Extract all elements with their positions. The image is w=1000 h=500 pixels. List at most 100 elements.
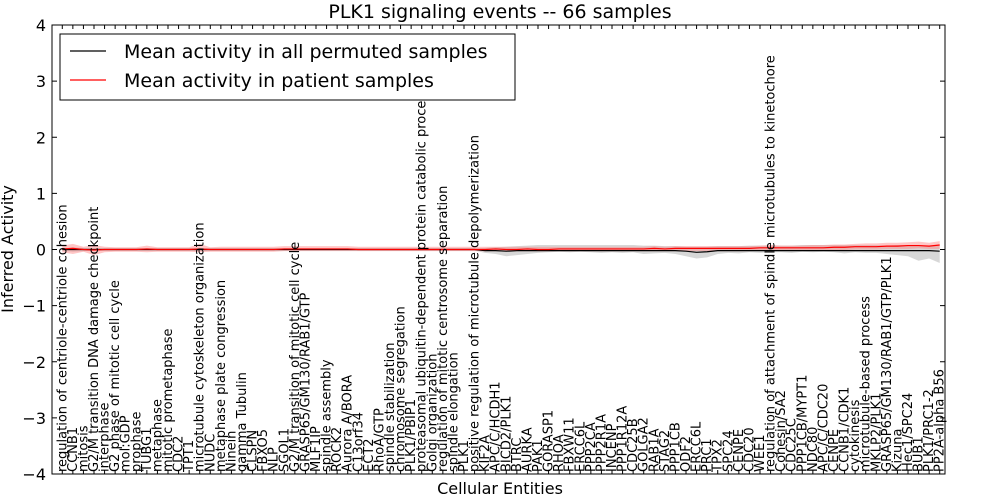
entity-label: CDC25B <box>626 418 641 472</box>
entity-label: ROCK2 <box>330 427 345 472</box>
entity-labels: regulation of centriole-centriole cohesi… <box>55 55 947 473</box>
entity-label: Kizuna <box>890 429 905 472</box>
entity-label: PPP1CB/MYPT1 <box>795 375 810 472</box>
entity-label: spindle stabilization <box>383 343 398 473</box>
entity-label: NUDC <box>203 434 218 472</box>
series-line-patient <box>62 244 940 251</box>
axes: −4 −3 −2 −1 0 1 2 3 4 <box>22 16 946 484</box>
entity-label: microtubule-based process <box>859 296 874 472</box>
entity-label: metaphase plate congression <box>214 280 229 472</box>
entity-label: ECT2 <box>362 438 377 472</box>
entity-label: NLP <box>267 447 282 472</box>
entity-label: SGOL1 <box>277 428 292 472</box>
entity-label: GRASP65/GM130/RAB1/GTP/PLK1 <box>880 256 895 472</box>
entity-label: PP2A-alpha B56 <box>933 369 948 472</box>
entity-label: interphase <box>98 402 113 472</box>
entity-label: regulation of mitotic centrosome separat… <box>436 186 451 472</box>
entity-label: APC/C/CDC20 <box>816 384 831 472</box>
entity-label: INCENP <box>605 423 620 472</box>
entity-label: regulation of centriole-centriole cohesi… <box>55 204 70 472</box>
entity-label: microtubule cytoskeleton organization <box>193 222 208 472</box>
entity-label: PAK1 <box>531 439 546 472</box>
entity-label: chromosome segregation <box>394 306 409 472</box>
entity-label: CCNB1/CDK1 <box>838 387 853 472</box>
y-axis-label: Inferred Activity <box>0 185 17 313</box>
band-patient <box>62 241 940 256</box>
entity-label: mitosis <box>76 425 91 472</box>
entity-label: CDC20 <box>742 427 757 472</box>
legend: Mean activity in all permuted samples Me… <box>59 33 516 101</box>
entity-label: G2/M transition of mitotic cell cycle <box>288 242 303 472</box>
entity-label: RHOA <box>552 434 567 472</box>
entity-label: PLK1 <box>457 440 472 472</box>
entity-label: PPP2R1A <box>594 414 609 472</box>
entity-label: NDC80 <box>806 427 821 472</box>
y-tick-label: 1 <box>36 184 46 203</box>
y-tick-label: 2 <box>36 128 46 147</box>
entity-label: MKLP2/PLK1 <box>869 393 884 472</box>
entity-label: WEE1 <box>753 434 768 472</box>
entity-label: G2 phase of mitotic cell cycle <box>108 280 123 472</box>
series-lines <box>62 244 940 253</box>
entity-label: spindle assembly <box>320 359 335 472</box>
y-tick-label: 4 <box>36 16 46 35</box>
legend-box <box>59 33 516 101</box>
entity-label: BTRC <box>510 438 525 472</box>
entity-label: proteasomal ubiquitin-dependent protein … <box>415 87 430 472</box>
entity-label: PLK1/PBIP1 <box>404 399 419 472</box>
y-tick-label: −3 <box>22 409 46 428</box>
entity-label: CDC2 <box>172 436 187 472</box>
entity-label: GORASP1 <box>542 410 557 472</box>
y-tick-label: −2 <box>22 353 46 372</box>
entity-label: TUBG1 <box>140 428 155 474</box>
entity-label: BICD2/PLK1 <box>499 396 514 472</box>
entity-label: mitotic prometaphase <box>161 328 176 472</box>
entity-label: PLK1/PRC1-2 <box>922 389 937 472</box>
entity-label: RhoA/GTP <box>372 408 387 472</box>
entity-label: Hec1/SPC24 <box>901 393 916 472</box>
chart-title: PLK1 signaling events -- 66 samples <box>328 1 671 23</box>
legend-label-patient: Mean activity in patient samples <box>124 70 434 92</box>
entity-label: CLSPN <box>246 430 261 472</box>
entity-label: Aurora A/BORA <box>341 375 356 472</box>
entity-label: metaphase <box>150 399 165 472</box>
entity-label: Cohesin/SA2 <box>774 390 789 472</box>
y-tick-label: 3 <box>36 72 46 91</box>
entity-label: CENPE <box>827 429 842 472</box>
entity-label: Golgi organization <box>425 354 440 472</box>
entity-label: PPP1CB <box>668 422 683 472</box>
entity-label: KIF2A <box>478 435 493 472</box>
entity-label: G2/M transition DNA damage checkpoint <box>87 207 102 472</box>
entity-label: C13orf34 <box>351 412 366 472</box>
entity-label: prophase <box>129 412 144 473</box>
entity-label: Ninein <box>224 431 239 472</box>
entity-label: CENPE <box>732 429 747 472</box>
entity-label: positive regulation of microtubule depol… <box>468 135 483 472</box>
entity-label: ODF2 <box>679 436 694 472</box>
entity-label: FBXO5 <box>256 429 271 472</box>
entity-label: STAG2 <box>658 430 673 472</box>
entity-label: ERCC6L <box>573 421 588 472</box>
x-axis-label: Cellular Entities <box>437 479 563 498</box>
entity-label: PPP2CA <box>584 422 599 472</box>
entity-label: APC/C/HCDH1 <box>489 381 504 472</box>
entity-label: PPP1R12A <box>616 406 631 472</box>
entity-label: RAB1A <box>647 428 662 472</box>
entity-label: SPC24 <box>721 430 736 472</box>
y-tick-label: −1 <box>22 297 46 316</box>
entity-label: BUB1 <box>912 436 927 472</box>
entity-label: regulation of attachment of spindle micr… <box>764 55 779 472</box>
entity-label: ERCC6L <box>690 421 705 472</box>
entity-label: GOLGA2 <box>637 417 652 472</box>
entity-label: spindle elongation <box>446 352 461 472</box>
entity-label: mol:GDP <box>119 415 134 472</box>
entity-label: cytokinesis <box>848 399 863 472</box>
entity-label: CCNB1 <box>66 427 81 472</box>
entity-label: TPX2 <box>711 439 726 473</box>
entity-label: PRC1 <box>700 438 715 472</box>
entity-label: FBXW11 <box>563 417 578 472</box>
y-tick-label: 0 <box>36 241 46 260</box>
entity-label: GRASP65/GM130/RAB1/GTP <box>298 293 313 472</box>
entity-label: AURKA <box>520 427 535 472</box>
